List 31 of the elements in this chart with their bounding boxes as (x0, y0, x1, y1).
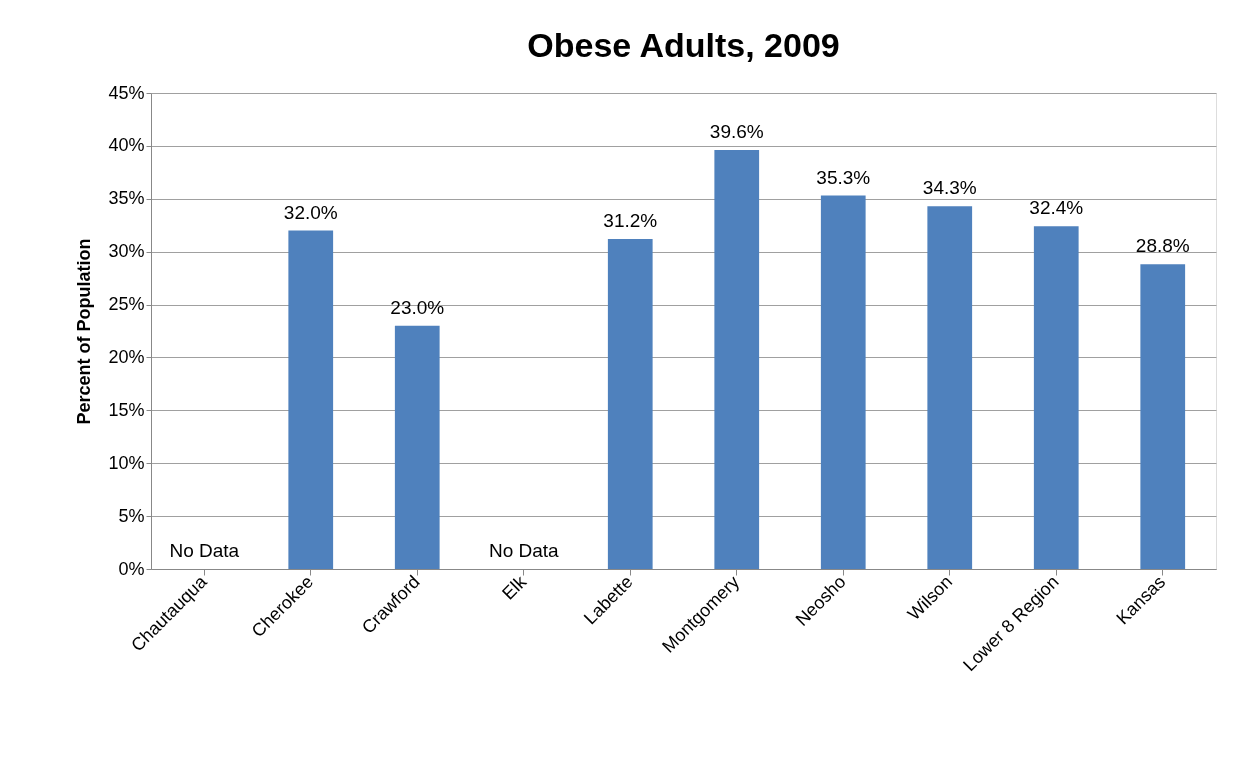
y-tick-label: 40% (108, 135, 145, 156)
bar (288, 230, 334, 569)
data-label: 28.8% (1135, 235, 1190, 257)
data-label: 32.0% (283, 201, 338, 223)
y-tick-label: 15% (108, 399, 145, 420)
bar (1033, 226, 1079, 569)
text: No Data (488, 540, 559, 561)
bar (820, 195, 866, 569)
y-tick-label: 0% (118, 558, 145, 579)
bar (927, 206, 973, 569)
data-label: 39.6% (709, 121, 764, 143)
data-label: 32.4% (1029, 197, 1084, 219)
data-label: 35.3% (816, 166, 871, 188)
y-tick-label: 5% (118, 505, 145, 526)
data-label: 23.0% (390, 296, 445, 318)
text: No Data (169, 540, 240, 561)
y-tick-label: 10% (108, 452, 145, 473)
data-label: 34.3% (922, 177, 977, 199)
x-tick-label: Elk (498, 571, 531, 604)
y-tick-label: 20% (108, 346, 145, 367)
bar (394, 325, 440, 569)
bar (607, 238, 653, 569)
chart-title: Obese Adults, 2009 (527, 26, 840, 64)
y-axis-title: Percent of Population (74, 238, 95, 425)
data-label: 31.2% (603, 209, 658, 231)
y-tick-label: 30% (108, 241, 145, 262)
bar (1140, 264, 1186, 569)
y-tick-label: 25% (108, 294, 145, 315)
y-tick-label: 35% (108, 188, 145, 209)
bar (714, 150, 760, 569)
y-tick-label: 45% (108, 82, 145, 103)
